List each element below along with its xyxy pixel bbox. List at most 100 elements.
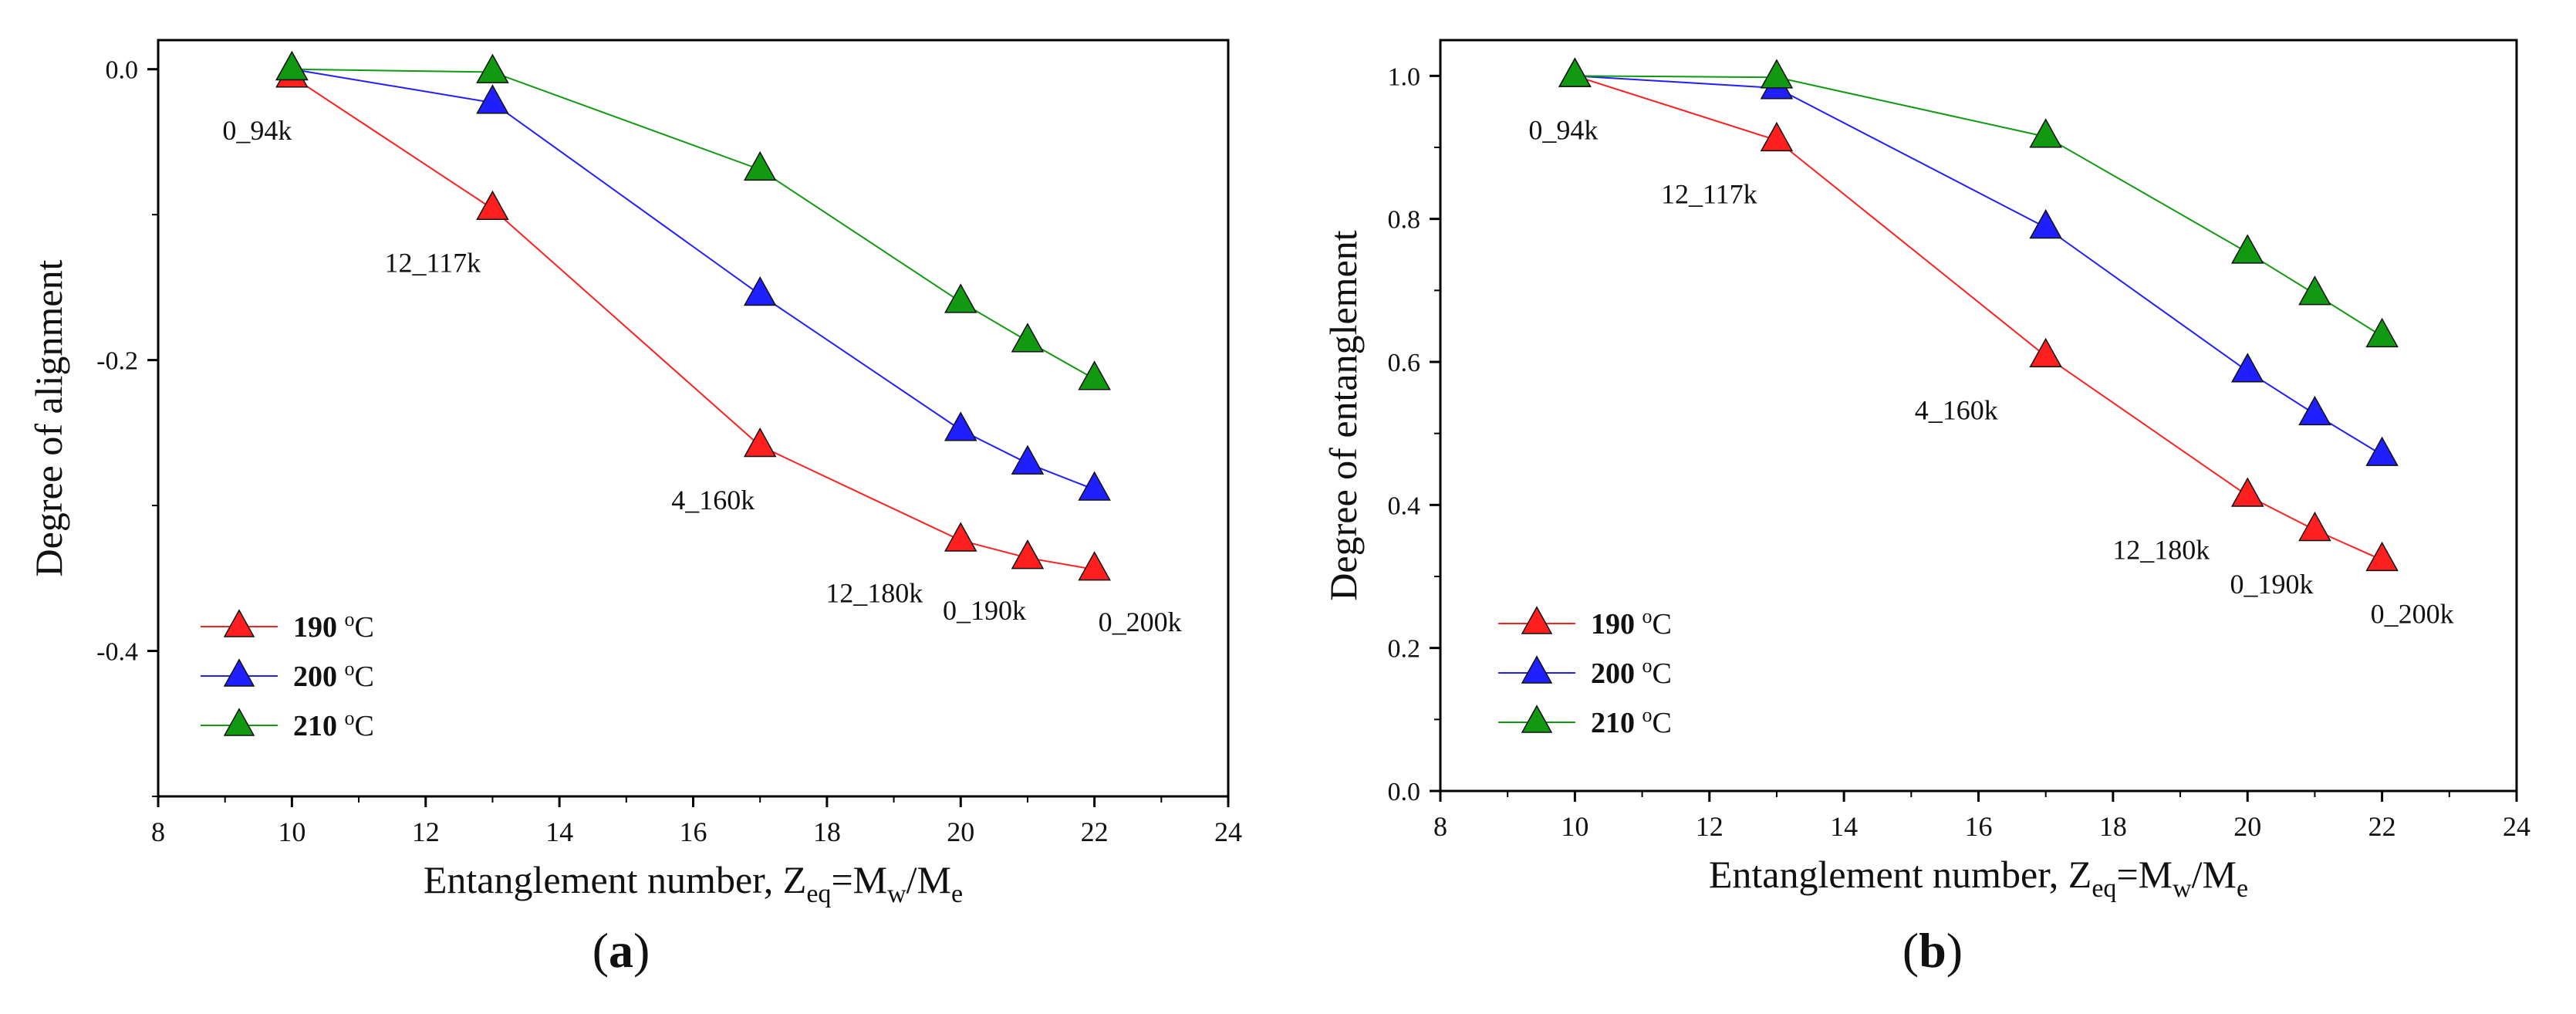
data-point-210: [1011, 323, 1045, 353]
legend-space: [337, 661, 345, 693]
data-point-200: [2298, 395, 2331, 426]
data-point-190: [2365, 541, 2399, 572]
x-tick-label: 12: [1696, 811, 1724, 842]
x-axis-z-subscript: eq: [2092, 874, 2116, 903]
x-tick-label: 10: [278, 816, 306, 847]
legend-value: 200: [293, 661, 337, 693]
data-point-190: [1760, 121, 1794, 152]
x-tick-label: 20: [2233, 811, 2261, 842]
legend-unit: C: [355, 710, 374, 742]
legend-unit: C: [355, 611, 374, 644]
data-point-200: [1011, 444, 1045, 475]
annotation-label: 0_190k: [2230, 569, 2313, 600]
series-line-210: [292, 68, 1096, 380]
data-point-210: [1760, 59, 1794, 89]
legend-unit: C: [355, 661, 374, 693]
x-axis-title: Entanglement number, Zeq=Mw/Me: [1709, 853, 2248, 903]
legend-degree: o: [1642, 654, 1653, 677]
x-tick-label: 16: [680, 816, 707, 847]
legend-value: 190: [1591, 608, 1635, 641]
annotation-label: 0_200k: [2371, 599, 2454, 630]
x-axis-z-symbol: Z: [2068, 853, 2092, 896]
x-axis-z-symbol: Z: [783, 858, 807, 901]
legend-marker-210: [1521, 705, 1553, 733]
panel-letter: b: [1919, 923, 1946, 978]
data-point-190: [2298, 511, 2331, 542]
x-tick-label: 18: [813, 816, 841, 847]
annotation-label: 12_180k: [2112, 534, 2210, 565]
data-point-210: [1558, 57, 1592, 87]
x-axis-me-subscript: e: [951, 880, 963, 908]
x-tick-label: 8: [1433, 811, 1447, 842]
data-point-190: [2230, 477, 2264, 507]
annotation-label: 12_180k: [825, 577, 923, 608]
annotation-label: 0_94k: [1528, 114, 1598, 145]
y-tick-label: 0.8: [1388, 206, 1421, 235]
x-tick-label: 24: [2503, 811, 2530, 842]
x-axis-mw: =M: [831, 858, 887, 901]
legend-degree: o: [1642, 704, 1653, 726]
legend-space: [1635, 657, 1642, 690]
y-tick-label: 1.0: [1388, 63, 1421, 91]
panel-paren-open: (: [1902, 923, 1919, 978]
data-point-200: [2365, 436, 2399, 466]
series-line-200: [292, 68, 1095, 491]
data-point-200: [743, 275, 777, 306]
x-tick-label: 22: [1081, 816, 1109, 847]
legend-degree: o: [1642, 605, 1653, 627]
data-point-200: [2029, 208, 2062, 239]
annotation-label: 12_117k: [1661, 179, 1757, 210]
x-tick-label: 16: [1965, 811, 1993, 842]
x-axis-mw-subscript: w: [2173, 874, 2192, 903]
chart-panel-b: 8 10 12 14 16 18 20 22 24 0.0 0.2 0.4 0.6 0.8 1.0 Entan…: [1322, 39, 2530, 903]
data-point-200: [1078, 471, 1111, 501]
legend-space: [1635, 608, 1642, 641]
data-point-190: [1011, 539, 1045, 570]
legend-value: 200: [1591, 657, 1635, 690]
annotation-label: 0_190k: [943, 595, 1026, 626]
legend-marker-200: [223, 658, 255, 687]
x-tick-label: 10: [1561, 811, 1588, 842]
y-axis-title: Degree of alignment: [27, 259, 70, 576]
legend-value: 210: [1591, 707, 1635, 739]
y-tick-label: 0.0: [1388, 778, 1421, 806]
legend-space: [1635, 707, 1642, 739]
legend-space: [337, 611, 345, 644]
panel-paren-close: ): [633, 923, 650, 978]
y-tick-label: -0.2: [96, 347, 138, 376]
legend-marker-210: [223, 708, 255, 736]
legend-unit: C: [1653, 608, 1672, 641]
chart-panel-a: 8 10 12 14 16 18 20 22 24 0.0 -0.2 -0.4 Entanglement…: [27, 39, 1242, 908]
y-tick-label: -0.4: [96, 638, 138, 667]
x-axis-z-subscript: eq: [806, 880, 831, 908]
legend-marker-190: [1521, 606, 1553, 634]
data-point-200: [944, 411, 977, 441]
data-point-210: [476, 53, 509, 83]
legend-label-190: 190 oC: [1591, 605, 1672, 641]
legend-degree: o: [345, 657, 355, 680]
annotation-label: 0_94k: [222, 115, 292, 146]
x-tick-label: 18: [2099, 811, 2127, 842]
annotation-label: 4_160k: [1915, 395, 1998, 426]
legend-label-200: 200 oC: [293, 657, 374, 693]
legend-value: 210: [293, 710, 337, 742]
data-point-190: [2029, 337, 2062, 368]
panel-paren-open: (: [593, 923, 609, 978]
y-axis-title: Degree of entanglement: [1322, 230, 1365, 600]
x-tick-label: 20: [947, 816, 974, 847]
data-point-210: [275, 50, 309, 81]
data-point-190: [743, 427, 777, 458]
data-point-190: [944, 522, 977, 552]
y-tick-label: 0.2: [1388, 635, 1421, 664]
legend-marker-190: [223, 609, 255, 637]
x-tick-label: 22: [2368, 811, 2396, 842]
legend-unit: C: [1653, 707, 1672, 739]
annotation-label: 4_160k: [671, 485, 755, 515]
x-axis-title-text: Entanglement number,: [424, 858, 783, 901]
data-point-210: [944, 283, 977, 313]
x-axis-mw: =M: [2116, 853, 2173, 896]
x-tick-label: 14: [1830, 811, 1858, 842]
annotation-label: 0_200k: [1099, 607, 1182, 637]
data-point-210: [2029, 118, 2062, 148]
y-tick-label: 0.6: [1388, 349, 1421, 377]
